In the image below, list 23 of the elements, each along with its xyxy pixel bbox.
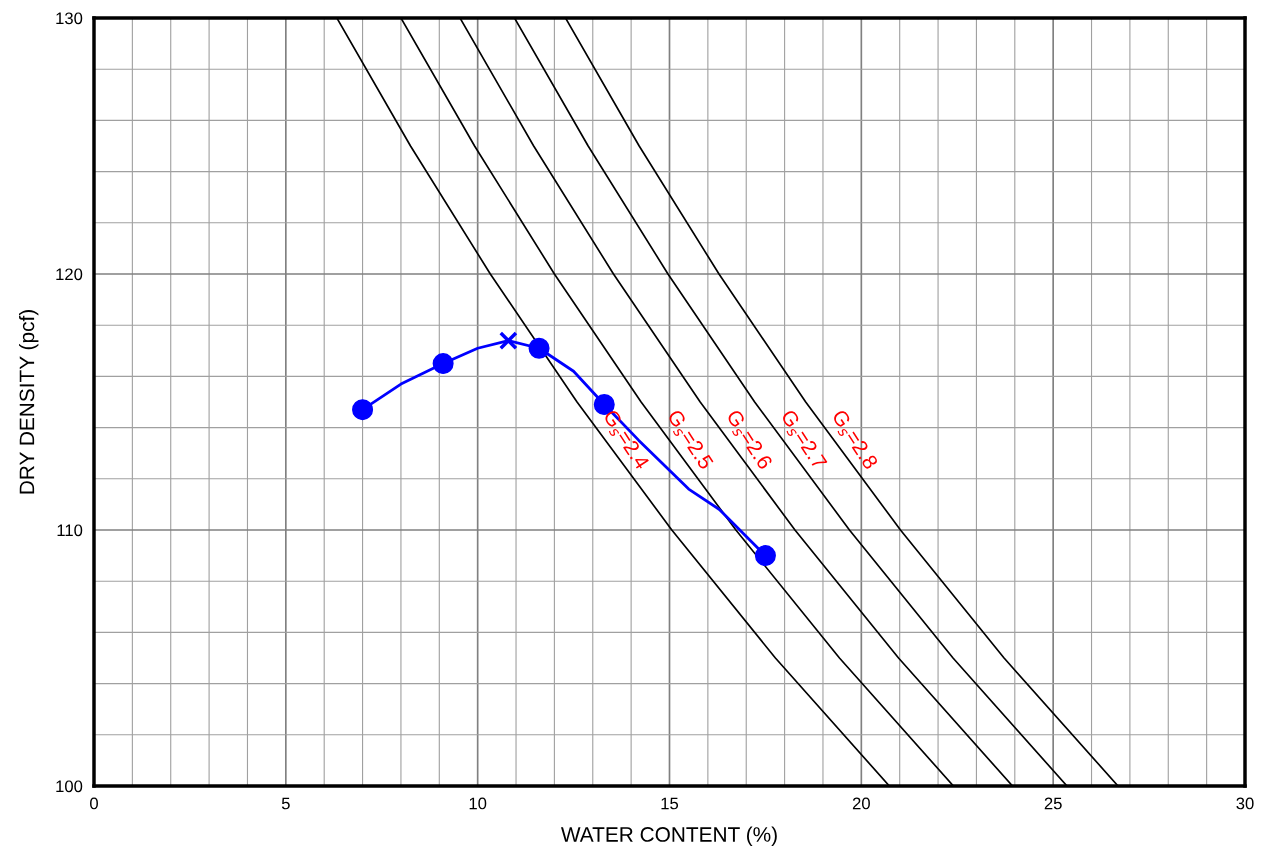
point — [754, 545, 776, 567]
x-tick-label: 30 — [1236, 797, 1254, 810]
annotation: G$_{s}$=2.4 — [600, 408, 651, 473]
x-tick-label: 0 — [90, 797, 98, 810]
x-tick-label: 20 — [852, 797, 870, 810]
x-tick-label: 25 — [1044, 797, 1062, 810]
x-axis-title: WATER CONTENT (%) — [560, 826, 777, 846]
y-tick-label: 100 — [56, 780, 83, 793]
annotation: G$_{s}$=2.5 — [664, 408, 715, 473]
annotation: G$_{s}$=2.7 — [777, 408, 828, 472]
y-tick-label: 110 — [57, 524, 83, 537]
x-tick-label: 5 — [281, 797, 290, 810]
annotation: G$_{s}$=2.6 — [723, 408, 774, 473]
annotation: G$_{s}$=2.8 — [828, 408, 879, 473]
point — [352, 399, 374, 421]
y-axis-title: DRY DENSITY (pcf) — [19, 310, 39, 494]
x-tick-label: 15 — [661, 797, 679, 810]
y-tick-label: 120 — [56, 268, 83, 281]
point — [499, 331, 518, 350]
point — [528, 337, 550, 359]
x-tick-label: 10 — [469, 797, 487, 810]
point — [432, 353, 454, 375]
y-tick-label: 130 — [56, 12, 83, 25]
